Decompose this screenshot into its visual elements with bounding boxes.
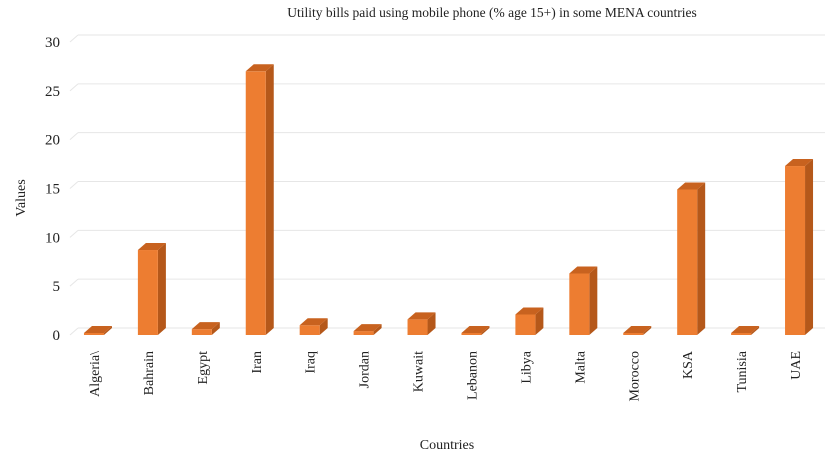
bar [677,182,706,335]
x-tick-label: Iraq [304,351,319,374]
bar-top [677,182,706,190]
x-tick-label: Algeria\ [88,351,103,397]
bar-front [623,333,644,335]
bar-top [731,326,760,333]
x-tick-label: Morocco [627,351,642,402]
grid-line-depth [69,229,79,238]
bar-side [265,64,274,336]
grid-line-depth [69,83,79,92]
bar-front [731,333,752,335]
y-tick-label: 5 [53,279,61,295]
bar-side [211,322,220,335]
bar-top [569,266,598,274]
grid-line-depth [69,132,79,141]
y-tick-labels: 0 5 10 15 20 25 30 [45,35,60,344]
bar-side [319,318,328,335]
bar-side [373,324,382,335]
bar [353,324,382,335]
bar-front [407,319,428,335]
bar [191,322,220,335]
bar [785,159,814,335]
y-tick-label: 10 [45,230,60,246]
x-tick-label: Bahrain [142,351,157,395]
x-tick-label: Egypt [196,351,211,385]
bar-top [515,307,544,315]
y-axis-label: Values [14,179,29,216]
bar [731,326,760,335]
bar-side [427,312,436,335]
bar-top [245,64,274,72]
x-tick-label: KSA [681,350,696,379]
bar-side [805,159,814,335]
bar-top [299,318,328,326]
bar-side [697,182,706,335]
bar-top [461,326,490,333]
x-tick-label: Tunisia [735,350,750,392]
x-axis-label: Countries [420,438,474,453]
x-tick-labels: Algeria\ Bahrain Egypt Iran Iraq Jordan Kuwait… [88,350,804,401]
bar-top [407,312,436,320]
grid-line-depth [69,327,79,336]
bar-side [643,326,652,335]
bar-side [535,307,544,335]
x-tick-label: Malta [573,350,588,383]
x-tick-label: Iran [250,351,265,374]
bar [623,326,652,335]
bar [245,64,274,336]
bar-side [157,243,166,335]
y-tick-label: 30 [45,35,60,51]
grid-line-depth [69,34,79,43]
bar-front [785,166,806,335]
bar-top [83,326,112,333]
bar-front [299,325,320,335]
bar-front [83,333,104,335]
bar-side [589,266,598,335]
y-tick-label: 25 [45,84,60,100]
bar [461,326,490,335]
grid-line-depth [69,278,79,287]
x-tick-label: Lebanon [465,351,480,400]
bar-front [461,333,482,335]
x-tick-label: UAE [789,351,804,380]
bar-front [191,329,212,335]
bar-top [623,326,652,333]
bar-top [137,243,166,251]
x-tick-label: Kuwait [412,351,427,392]
x-tick-label: Jordan [358,351,373,388]
bar-side [751,326,760,335]
bar-top [191,322,220,330]
y-tick-label: 15 [45,182,60,198]
bar-top [353,324,382,332]
bar-top [785,159,814,167]
bar-front [353,331,374,335]
bar [569,266,598,335]
bar-front [515,314,536,335]
bars [83,64,814,336]
bar [515,307,544,335]
bar [83,326,112,335]
bar-front [137,250,158,335]
y-tick-label: 0 [53,328,61,344]
bar-front [245,71,266,336]
bar [137,243,166,335]
x-tick-label: Libya [519,350,534,383]
bar-front [569,273,590,335]
bar [299,318,328,335]
bar-side [481,326,490,335]
grid-lines [69,34,825,336]
bar-side [103,326,112,335]
grid-line-depth [69,181,79,189]
bar-front [677,189,698,335]
bar [407,312,436,335]
chart-title: Utility bills paid using mobile phone (%… [287,5,697,20]
y-tick-label: 20 [45,133,60,149]
